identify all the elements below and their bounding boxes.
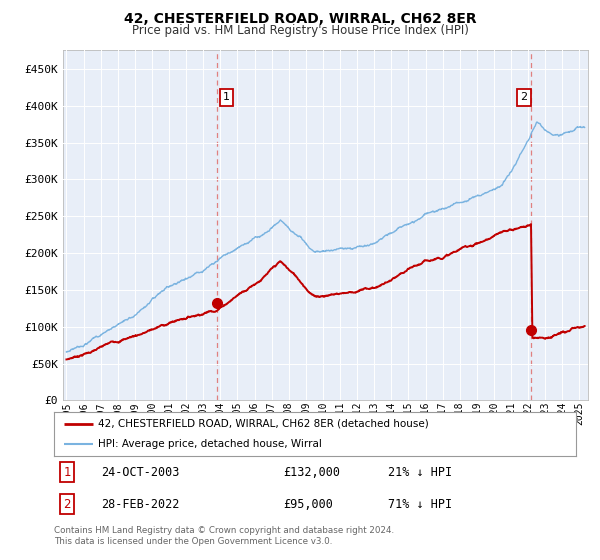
Text: 42, CHESTERFIELD ROAD, WIRRAL, CH62 8ER (detached house): 42, CHESTERFIELD ROAD, WIRRAL, CH62 8ER …: [98, 419, 429, 429]
Text: 42, CHESTERFIELD ROAD, WIRRAL, CH62 8ER: 42, CHESTERFIELD ROAD, WIRRAL, CH62 8ER: [124, 12, 476, 26]
Text: 1: 1: [223, 92, 230, 102]
Text: 2: 2: [520, 92, 527, 102]
Text: £132,000: £132,000: [284, 465, 341, 479]
Text: Price paid vs. HM Land Registry's House Price Index (HPI): Price paid vs. HM Land Registry's House …: [131, 24, 469, 36]
Text: 71% ↓ HPI: 71% ↓ HPI: [388, 498, 452, 511]
Text: 24-OCT-2003: 24-OCT-2003: [101, 465, 179, 479]
Text: 2: 2: [64, 498, 71, 511]
Text: £95,000: £95,000: [284, 498, 334, 511]
Text: HPI: Average price, detached house, Wirral: HPI: Average price, detached house, Wirr…: [98, 439, 322, 449]
Text: 21% ↓ HPI: 21% ↓ HPI: [388, 465, 452, 479]
Text: 1: 1: [64, 465, 71, 479]
Text: Contains HM Land Registry data © Crown copyright and database right 2024.
This d: Contains HM Land Registry data © Crown c…: [54, 526, 394, 546]
Text: 28-FEB-2022: 28-FEB-2022: [101, 498, 179, 511]
